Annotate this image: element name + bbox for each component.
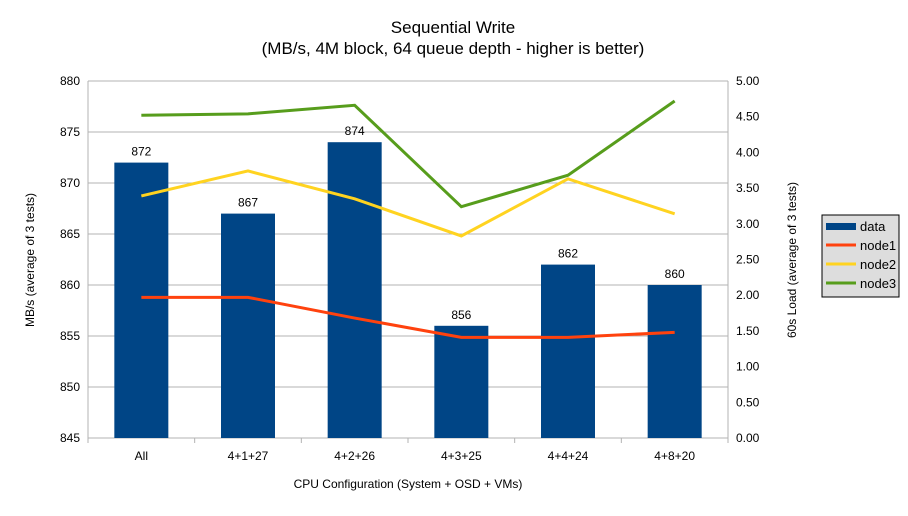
y2-tick-label: 0.50 bbox=[736, 395, 760, 409]
chart-title: Sequential Write bbox=[391, 18, 515, 37]
bar-data bbox=[434, 325, 489, 438]
x-axis-label: CPU Configuration (System + OSD + VMs) bbox=[294, 477, 523, 491]
line-node3 bbox=[141, 99, 676, 209]
y-tick-label: 855 bbox=[60, 329, 80, 343]
y-tick-label: 880 bbox=[60, 74, 80, 88]
x-tick-label: All bbox=[135, 449, 148, 463]
y2-tick-label: 5.00 bbox=[736, 74, 760, 88]
data-label: 860 bbox=[665, 267, 685, 281]
y2-tick-label: 2.00 bbox=[736, 288, 760, 302]
line-node2 bbox=[140, 169, 676, 238]
bar-data bbox=[327, 142, 382, 438]
line-node1 bbox=[141, 295, 675, 339]
y2-tick-label: 1.50 bbox=[736, 324, 760, 338]
y-tick-label: 860 bbox=[60, 278, 80, 292]
y-tick-label: 870 bbox=[60, 176, 80, 190]
x-tick-label: 4+2+26 bbox=[334, 449, 375, 463]
y-tick-label: 865 bbox=[60, 227, 80, 241]
legend-label: data bbox=[860, 219, 886, 234]
data-label: 867 bbox=[238, 196, 258, 210]
legend-label: node2 bbox=[860, 257, 896, 272]
legend-label: node1 bbox=[860, 238, 896, 253]
legend-swatch bbox=[826, 223, 856, 230]
y2-tick-label: 3.50 bbox=[736, 181, 760, 195]
data-label: 862 bbox=[558, 247, 578, 261]
y2-tick-label: 0.00 bbox=[736, 431, 760, 445]
y2-tick-label: 2.50 bbox=[736, 253, 760, 267]
x-tick-label: 4+8+20 bbox=[654, 449, 695, 463]
bar-data bbox=[541, 264, 595, 438]
y2-tick-label: 4.00 bbox=[736, 145, 760, 159]
chart-subtitle: (MB/s, 4M block, 64 queue depth - higher… bbox=[262, 39, 645, 58]
x-tick-label: 4+4+24 bbox=[548, 449, 589, 463]
x-tick-label: 4+1+27 bbox=[228, 449, 269, 463]
y-tick-label: 875 bbox=[60, 125, 80, 139]
y2-tick-label: 4.50 bbox=[736, 110, 760, 124]
y2-axis-label: 60s Load (average of 3 tests) bbox=[785, 182, 799, 338]
y2-tick-label: 3.00 bbox=[736, 217, 760, 231]
legend-label: node3 bbox=[860, 276, 896, 291]
data-label: 872 bbox=[131, 145, 151, 159]
bar-data bbox=[221, 213, 275, 438]
bar-data bbox=[114, 162, 169, 438]
bar-data bbox=[647, 285, 702, 438]
y-tick-label: 845 bbox=[60, 431, 80, 445]
data-label: 874 bbox=[345, 124, 365, 138]
y-tick-label: 850 bbox=[60, 380, 80, 394]
data-label: 856 bbox=[451, 308, 471, 322]
x-tick-label: 4+3+25 bbox=[441, 449, 482, 463]
y-axis-label: MB/s (average of 3 tests) bbox=[23, 193, 37, 327]
y2-tick-label: 1.00 bbox=[736, 360, 760, 374]
